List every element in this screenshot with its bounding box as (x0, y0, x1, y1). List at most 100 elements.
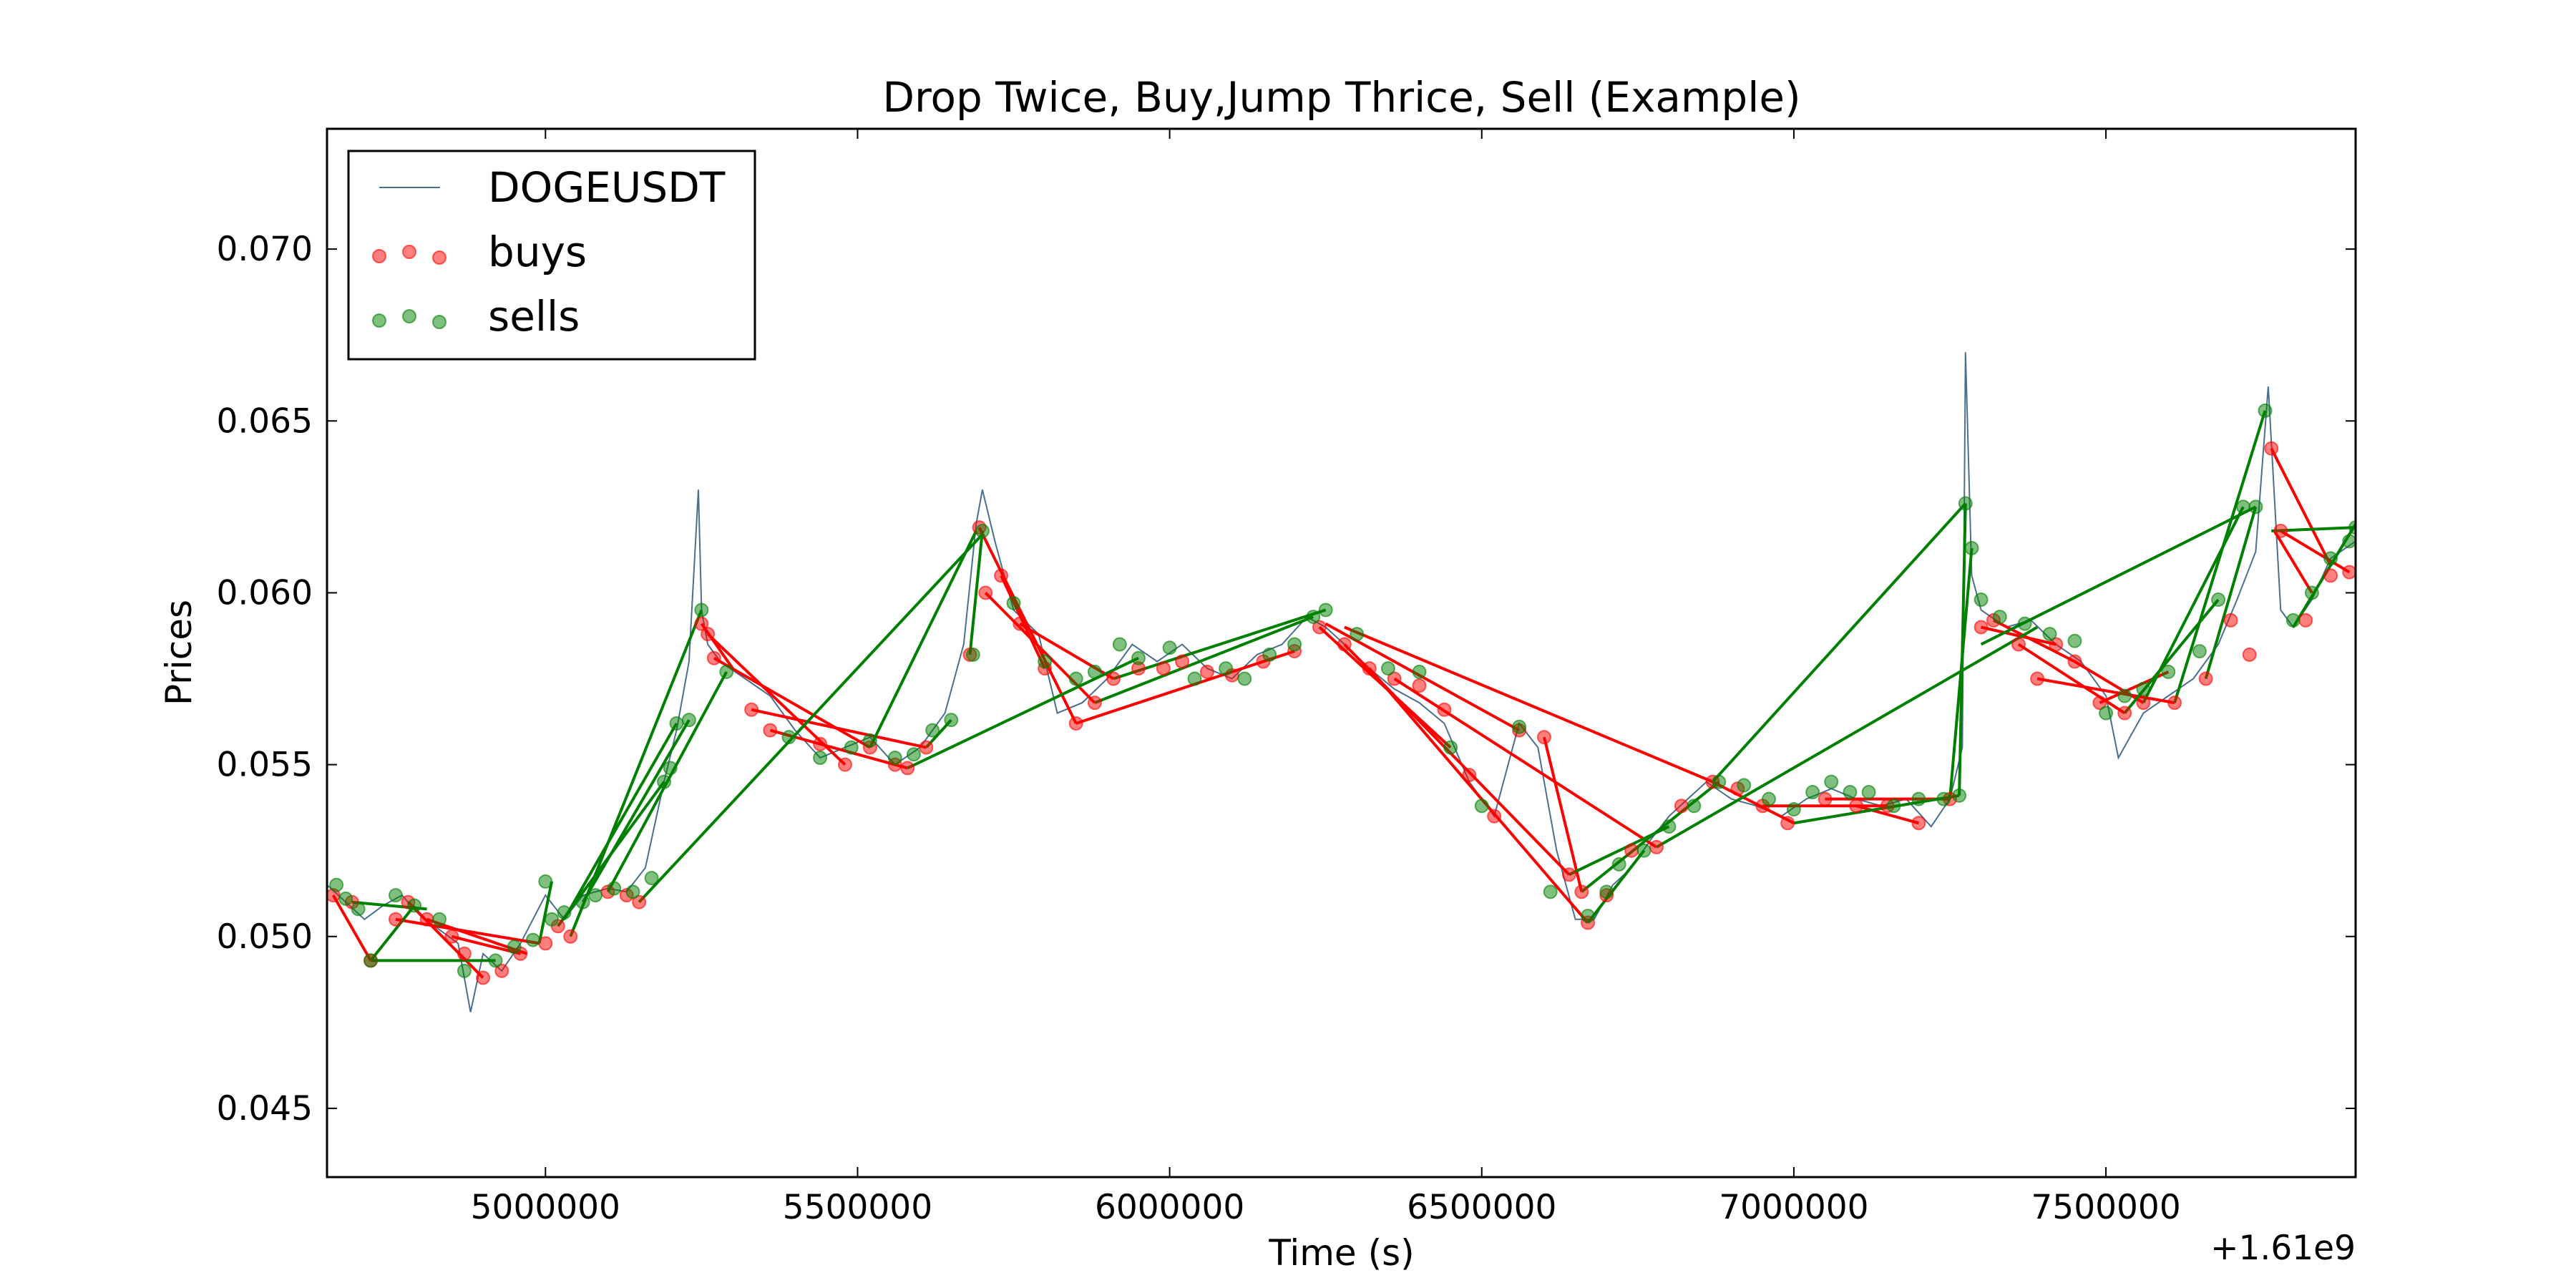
sell-point (1287, 637, 1302, 652)
sell-point (1824, 774, 1839, 789)
sell-point (681, 713, 696, 728)
buy-point (2273, 523, 2288, 538)
buy-point (2167, 696, 2182, 711)
legend-buys-swatch (402, 245, 416, 259)
buy-trade-line (2273, 530, 2313, 594)
sell-point (1952, 788, 1967, 803)
buy-point (2136, 696, 2151, 711)
buy-point (538, 936, 553, 951)
sell-point (388, 888, 403, 903)
sell-point (813, 751, 828, 765)
sell-point (1474, 799, 1489, 814)
buy-point (1487, 809, 1502, 824)
sell-point (781, 730, 796, 745)
buy-point (813, 736, 828, 751)
sell-point (2067, 633, 2082, 648)
legend-sells-swatch (432, 315, 447, 329)
buy-point (1574, 884, 1589, 899)
sell-point (1187, 671, 1202, 686)
sell-trade-line (369, 904, 416, 962)
buy-point (1818, 791, 1833, 806)
buy-point (2198, 671, 2213, 686)
sell-point (965, 647, 980, 662)
buy-point (1911, 816, 1926, 831)
buy-point (1106, 671, 1121, 686)
sell-point (2099, 706, 2114, 721)
legend-label-buys: buys (488, 228, 587, 276)
buy-point (2117, 706, 2132, 721)
sell-trade-line (1094, 615, 1314, 705)
sell-point (1662, 819, 1677, 834)
sell-point (1038, 654, 1053, 669)
buy-point (2011, 637, 2026, 652)
sell-point (2136, 681, 2151, 696)
sell-trade-line (537, 881, 553, 944)
buy-point (1849, 799, 1864, 814)
y-tick-label: 0.045 (216, 1089, 313, 1128)
buy-point (1087, 696, 1102, 711)
sell-trade-line (1586, 849, 1646, 924)
buy-trade-line (395, 917, 540, 945)
buy-point (900, 761, 915, 776)
sell-point (1350, 627, 1365, 642)
x-tick-label: 6500000 (1407, 1188, 1556, 1227)
legend-label-dogeusdt: DOGEUSDT (488, 163, 726, 212)
buy-point (1312, 620, 1327, 635)
buy-point (2223, 613, 2238, 628)
plot-data (327, 352, 2356, 1013)
buy-point (1561, 867, 1576, 882)
sell-point (1112, 637, 1127, 652)
buy-point (2264, 441, 2279, 456)
sell-point (2161, 664, 2176, 679)
buy-point (1068, 716, 1083, 731)
sell-point (488, 953, 503, 968)
sell-point (2248, 499, 2263, 514)
buy-point (2298, 613, 2313, 628)
sell-point (557, 905, 572, 920)
buy-point (1780, 816, 1795, 831)
sell-point (1611, 857, 1626, 872)
sell-point (1786, 802, 1801, 817)
sell-point (1958, 496, 1973, 511)
buy-point (457, 946, 472, 961)
buy-point (744, 702, 759, 717)
buy-point (494, 963, 509, 978)
buy-point (419, 912, 434, 927)
sell-point (407, 898, 422, 913)
buy-point (2242, 647, 2257, 662)
plot-frame (326, 127, 2357, 1179)
sell-point (1306, 610, 1321, 625)
buy-point (563, 929, 578, 944)
sell-point (1219, 661, 1234, 676)
sell-point (657, 774, 672, 789)
sell-point (2304, 585, 2319, 600)
y-tick-label: 0.060 (216, 573, 313, 613)
axis-ticks: 5000000 5500000 6000000 6500000 7000000 75000… (216, 129, 2356, 1227)
y-tick-label: 0.070 (216, 230, 313, 269)
sell-point (1762, 791, 1777, 806)
x-axis-label: Time (s) (1268, 1232, 1414, 1274)
buy-point (919, 740, 934, 755)
buy-point (1462, 768, 1477, 783)
buy-trade-line (751, 708, 927, 749)
buy-point (2092, 696, 2107, 711)
sell-trade-line (2173, 410, 2267, 703)
sell-point (1262, 647, 1277, 662)
legend-sells-swatch (402, 309, 416, 323)
sell-point (2258, 403, 2273, 418)
sell-point (887, 751, 902, 765)
sell-point (1992, 610, 2007, 625)
buy-point (2342, 565, 2356, 580)
buy-point (444, 929, 459, 944)
sell-point (644, 871, 659, 886)
sell-point (545, 912, 560, 927)
buy-trade-line (1344, 625, 1714, 784)
sell-point (2017, 616, 2032, 631)
buy-point (2067, 654, 2082, 669)
sell-point (844, 740, 859, 755)
sell-point (906, 747, 921, 762)
y-tick-label: 0.065 (216, 401, 313, 441)
buy-point (763, 723, 778, 738)
x-offset-label: +1.61e9 (2210, 1229, 2356, 1268)
sell-trade-line (569, 609, 703, 937)
